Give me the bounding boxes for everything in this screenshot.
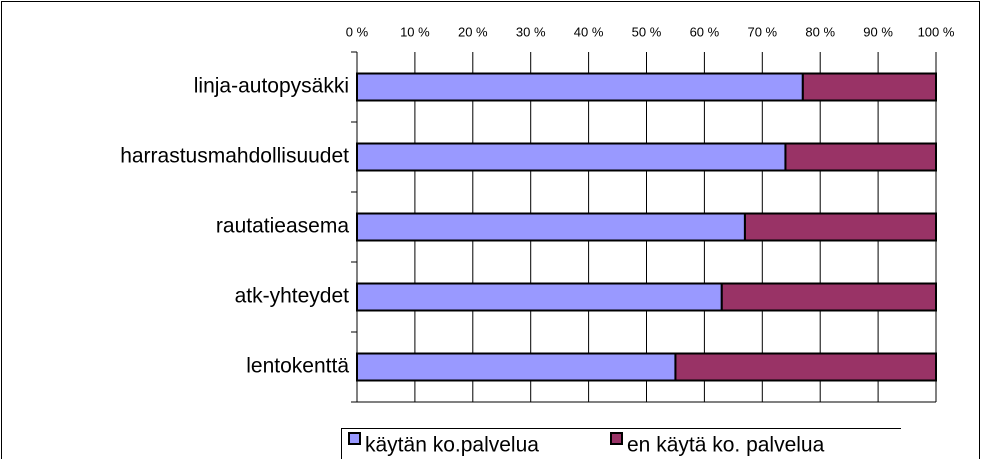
x-tick-label: 90 % [863, 24, 893, 39]
legend-label: en käytä ko. palvelua [627, 434, 825, 457]
bar-segment [784, 142, 938, 172]
y-tick-label: lentokenttä [246, 355, 349, 378]
bar-segment [356, 352, 677, 382]
bar-segment [720, 282, 938, 312]
bar-segment [356, 142, 787, 172]
legend-swatch [348, 432, 361, 445]
bar-segment [356, 212, 746, 242]
x-tick-label: 10 % [400, 24, 430, 39]
x-tick-label: 20 % [458, 24, 488, 39]
y-tick-label: linja-autopysäkki [194, 75, 349, 98]
x-tick-label: 40 % [574, 24, 604, 39]
bar-segment [356, 282, 723, 312]
bar-segment [356, 72, 804, 102]
x-tick-label: 50 % [632, 24, 662, 39]
bar-segment [743, 212, 937, 242]
x-tick-label: 70 % [747, 24, 777, 39]
bar-segment [674, 352, 937, 382]
x-tick-label: 60 % [690, 24, 720, 39]
x-tick-label: 0 % [346, 24, 369, 39]
legend-swatch [610, 432, 623, 445]
y-tick-label: rautatieasema [216, 215, 349, 238]
legend: käytän ko.palvelua en käytä ko. palvelua [341, 428, 901, 459]
x-tick-label: 100 % [918, 24, 955, 39]
bar-segment [801, 72, 938, 102]
x-tick-label: 80 % [805, 24, 835, 39]
x-tick-label: 30 % [516, 24, 546, 39]
legend-label: käytän ko.palvelua [365, 434, 539, 457]
y-tick-label: atk-yhteydet [235, 285, 350, 308]
y-tick-label: harrastusmahdollisuudet [120, 145, 349, 168]
